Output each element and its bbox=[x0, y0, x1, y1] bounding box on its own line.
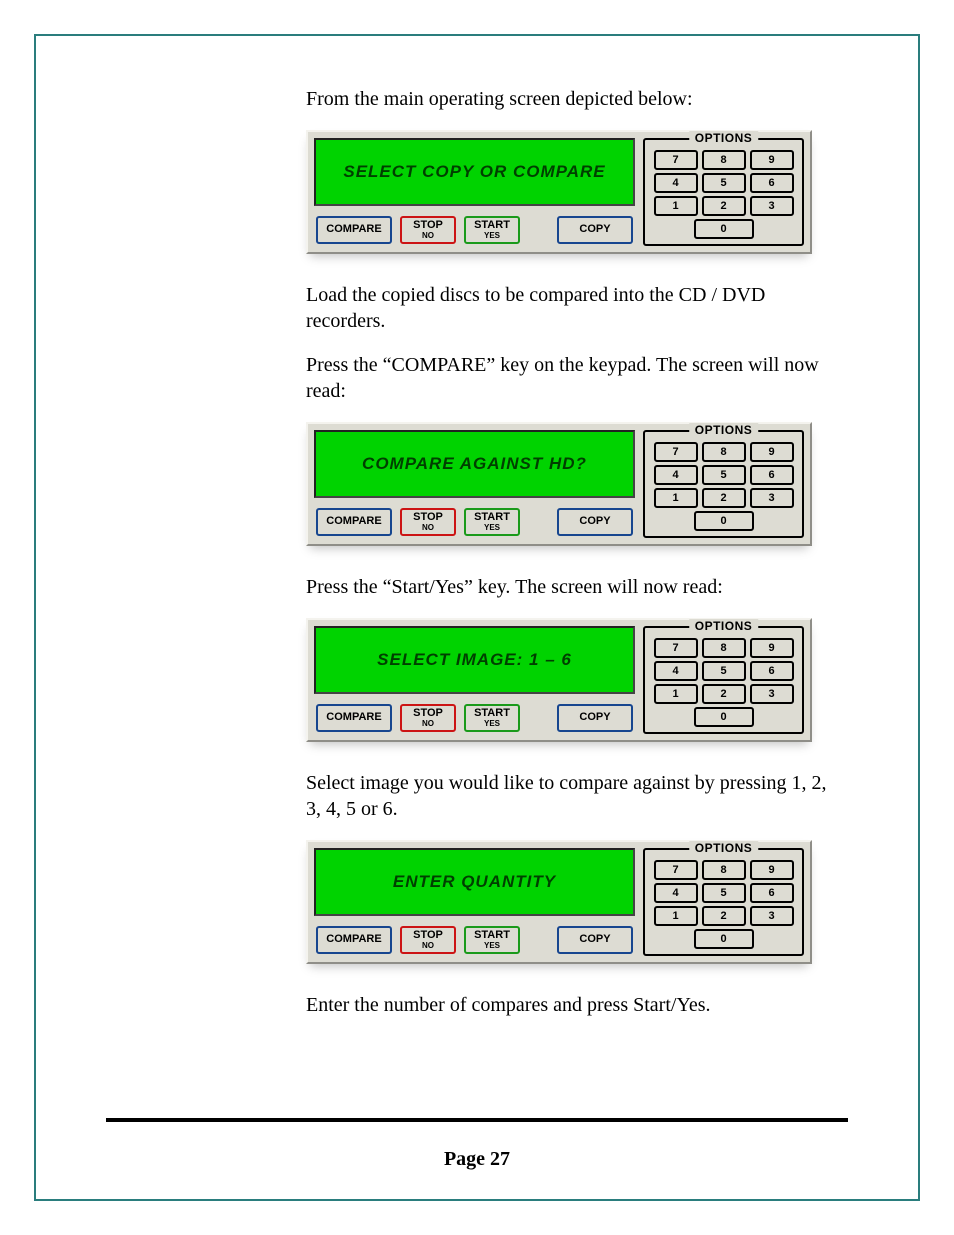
compare-button[interactable]: COMPARE bbox=[316, 508, 392, 536]
stop-label: STOP bbox=[402, 220, 454, 232]
instruction-paragraph: Press the “COMPARE” key on the keypad. T… bbox=[306, 352, 846, 404]
keypad-key-3[interactable]: 3 bbox=[750, 906, 794, 926]
keypad-key-6[interactable]: 6 bbox=[750, 465, 794, 485]
stop-sub-label: NO bbox=[402, 232, 454, 240]
instruction-paragraph: Select image you would like to compare a… bbox=[306, 770, 846, 822]
start-yes-button[interactable]: START YES bbox=[464, 704, 520, 732]
options-label: OPTIONS bbox=[689, 423, 759, 437]
keypad-key-2[interactable]: 2 bbox=[702, 488, 746, 508]
options-keypad: OPTIONS 7 8 9 4 5 6 1 2 3 bbox=[643, 626, 804, 734]
keypad-key-8[interactable]: 8 bbox=[702, 150, 746, 170]
keypad-key-3[interactable]: 3 bbox=[750, 196, 794, 216]
keypad-key-4[interactable]: 4 bbox=[654, 465, 698, 485]
intro-paragraph: From the main operating screen depicted … bbox=[306, 86, 846, 112]
keypad-key-1[interactable]: 1 bbox=[654, 196, 698, 216]
stop-label: STOP bbox=[402, 930, 454, 942]
keypad-key-8[interactable]: 8 bbox=[702, 860, 746, 880]
keypad-key-0[interactable]: 0 bbox=[694, 511, 754, 531]
copy-button[interactable]: COPY bbox=[557, 508, 633, 536]
lcd-screen: ENTER QUANTITY bbox=[314, 848, 635, 916]
start-sub-label: YES bbox=[466, 524, 518, 532]
keypad-key-9[interactable]: 9 bbox=[750, 638, 794, 658]
device-panel-3: SELECT IMAGE: 1 – 6 COMPARE STOP NO STAR… bbox=[306, 618, 812, 742]
keypad-key-2[interactable]: 2 bbox=[702, 196, 746, 216]
keypad-key-3[interactable]: 3 bbox=[750, 684, 794, 704]
keypad-key-7[interactable]: 7 bbox=[654, 860, 698, 880]
device-panel-2: COMPARE AGAINST HD? COMPARE STOP NO STAR… bbox=[306, 422, 812, 546]
footer-rule bbox=[106, 1118, 848, 1122]
keypad-key-1[interactable]: 1 bbox=[654, 906, 698, 926]
stop-no-button[interactable]: STOP NO bbox=[400, 704, 456, 732]
copy-button[interactable]: COPY bbox=[557, 216, 633, 244]
keypad-key-4[interactable]: 4 bbox=[654, 661, 698, 681]
stop-no-button[interactable]: STOP NO bbox=[400, 926, 456, 954]
stop-sub-label: NO bbox=[402, 524, 454, 532]
keypad-key-5[interactable]: 5 bbox=[702, 883, 746, 903]
options-label: OPTIONS bbox=[689, 841, 759, 855]
keypad-key-7[interactable]: 7 bbox=[654, 150, 698, 170]
start-label: START bbox=[466, 220, 518, 232]
keypad-key-3[interactable]: 3 bbox=[750, 488, 794, 508]
keypad-key-6[interactable]: 6 bbox=[750, 661, 794, 681]
instruction-paragraph: Enter the number of compares and press S… bbox=[306, 992, 846, 1018]
compare-button[interactable]: COMPARE bbox=[316, 704, 392, 732]
compare-button[interactable]: COMPARE bbox=[316, 926, 392, 954]
start-sub-label: YES bbox=[466, 720, 518, 728]
stop-sub-label: NO bbox=[402, 720, 454, 728]
keypad-key-2[interactable]: 2 bbox=[702, 684, 746, 704]
start-label: START bbox=[466, 512, 518, 524]
options-keypad: OPTIONS 7 8 9 4 5 6 1 2 3 bbox=[643, 430, 804, 538]
keypad-key-5[interactable]: 5 bbox=[702, 661, 746, 681]
device-panel-4: ENTER QUANTITY COMPARE STOP NO START YES… bbox=[306, 840, 812, 964]
start-sub-label: YES bbox=[466, 232, 518, 240]
keypad-key-0[interactable]: 0 bbox=[694, 707, 754, 727]
start-yes-button[interactable]: START YES bbox=[464, 926, 520, 954]
copy-button[interactable]: COPY bbox=[557, 704, 633, 732]
keypad-key-8[interactable]: 8 bbox=[702, 638, 746, 658]
device-panel-1: SELECT COPY OR COMPARE COMPARE STOP NO S… bbox=[306, 130, 812, 254]
keypad-key-0[interactable]: 0 bbox=[694, 219, 754, 239]
keypad-key-4[interactable]: 4 bbox=[654, 883, 698, 903]
stop-sub-label: NO bbox=[402, 942, 454, 950]
stop-no-button[interactable]: STOP NO bbox=[400, 508, 456, 536]
keypad-key-2[interactable]: 2 bbox=[702, 906, 746, 926]
stop-label: STOP bbox=[402, 512, 454, 524]
instruction-paragraph: Press the “Start/Yes” key. The screen wi… bbox=[306, 574, 846, 600]
start-yes-button[interactable]: START YES bbox=[464, 508, 520, 536]
start-yes-button[interactable]: START YES bbox=[464, 216, 520, 244]
copy-button[interactable]: COPY bbox=[557, 926, 633, 954]
keypad-key-5[interactable]: 5 bbox=[702, 173, 746, 193]
keypad-key-5[interactable]: 5 bbox=[702, 465, 746, 485]
keypad-key-8[interactable]: 8 bbox=[702, 442, 746, 462]
stop-label: STOP bbox=[402, 708, 454, 720]
keypad-key-7[interactable]: 7 bbox=[654, 638, 698, 658]
instruction-paragraph: Load the copied discs to be compared int… bbox=[306, 282, 846, 334]
lcd-screen: SELECT IMAGE: 1 – 6 bbox=[314, 626, 635, 694]
start-label: START bbox=[466, 708, 518, 720]
keypad-key-4[interactable]: 4 bbox=[654, 173, 698, 193]
page-number: Page 27 bbox=[106, 1148, 848, 1171]
keypad-key-9[interactable]: 9 bbox=[750, 150, 794, 170]
keypad-key-0[interactable]: 0 bbox=[694, 929, 754, 949]
keypad-key-1[interactable]: 1 bbox=[654, 684, 698, 704]
options-keypad: OPTIONS 7 8 9 4 5 6 1 2 3 bbox=[643, 848, 804, 956]
start-sub-label: YES bbox=[466, 942, 518, 950]
lcd-screen: COMPARE AGAINST HD? bbox=[314, 430, 635, 498]
keypad-key-7[interactable]: 7 bbox=[654, 442, 698, 462]
options-label: OPTIONS bbox=[689, 131, 759, 145]
compare-button[interactable]: COMPARE bbox=[316, 216, 392, 244]
keypad-key-9[interactable]: 9 bbox=[750, 442, 794, 462]
keypad-key-6[interactable]: 6 bbox=[750, 173, 794, 193]
start-label: START bbox=[466, 930, 518, 942]
lcd-screen: SELECT COPY OR COMPARE bbox=[314, 138, 635, 206]
keypad-key-9[interactable]: 9 bbox=[750, 860, 794, 880]
options-label: OPTIONS bbox=[689, 619, 759, 633]
page-footer: Page 27 bbox=[106, 1118, 848, 1171]
options-keypad: OPTIONS 7 8 9 4 5 6 1 2 3 bbox=[643, 138, 804, 246]
stop-no-button[interactable]: STOP NO bbox=[400, 216, 456, 244]
keypad-key-6[interactable]: 6 bbox=[750, 883, 794, 903]
keypad-key-1[interactable]: 1 bbox=[654, 488, 698, 508]
